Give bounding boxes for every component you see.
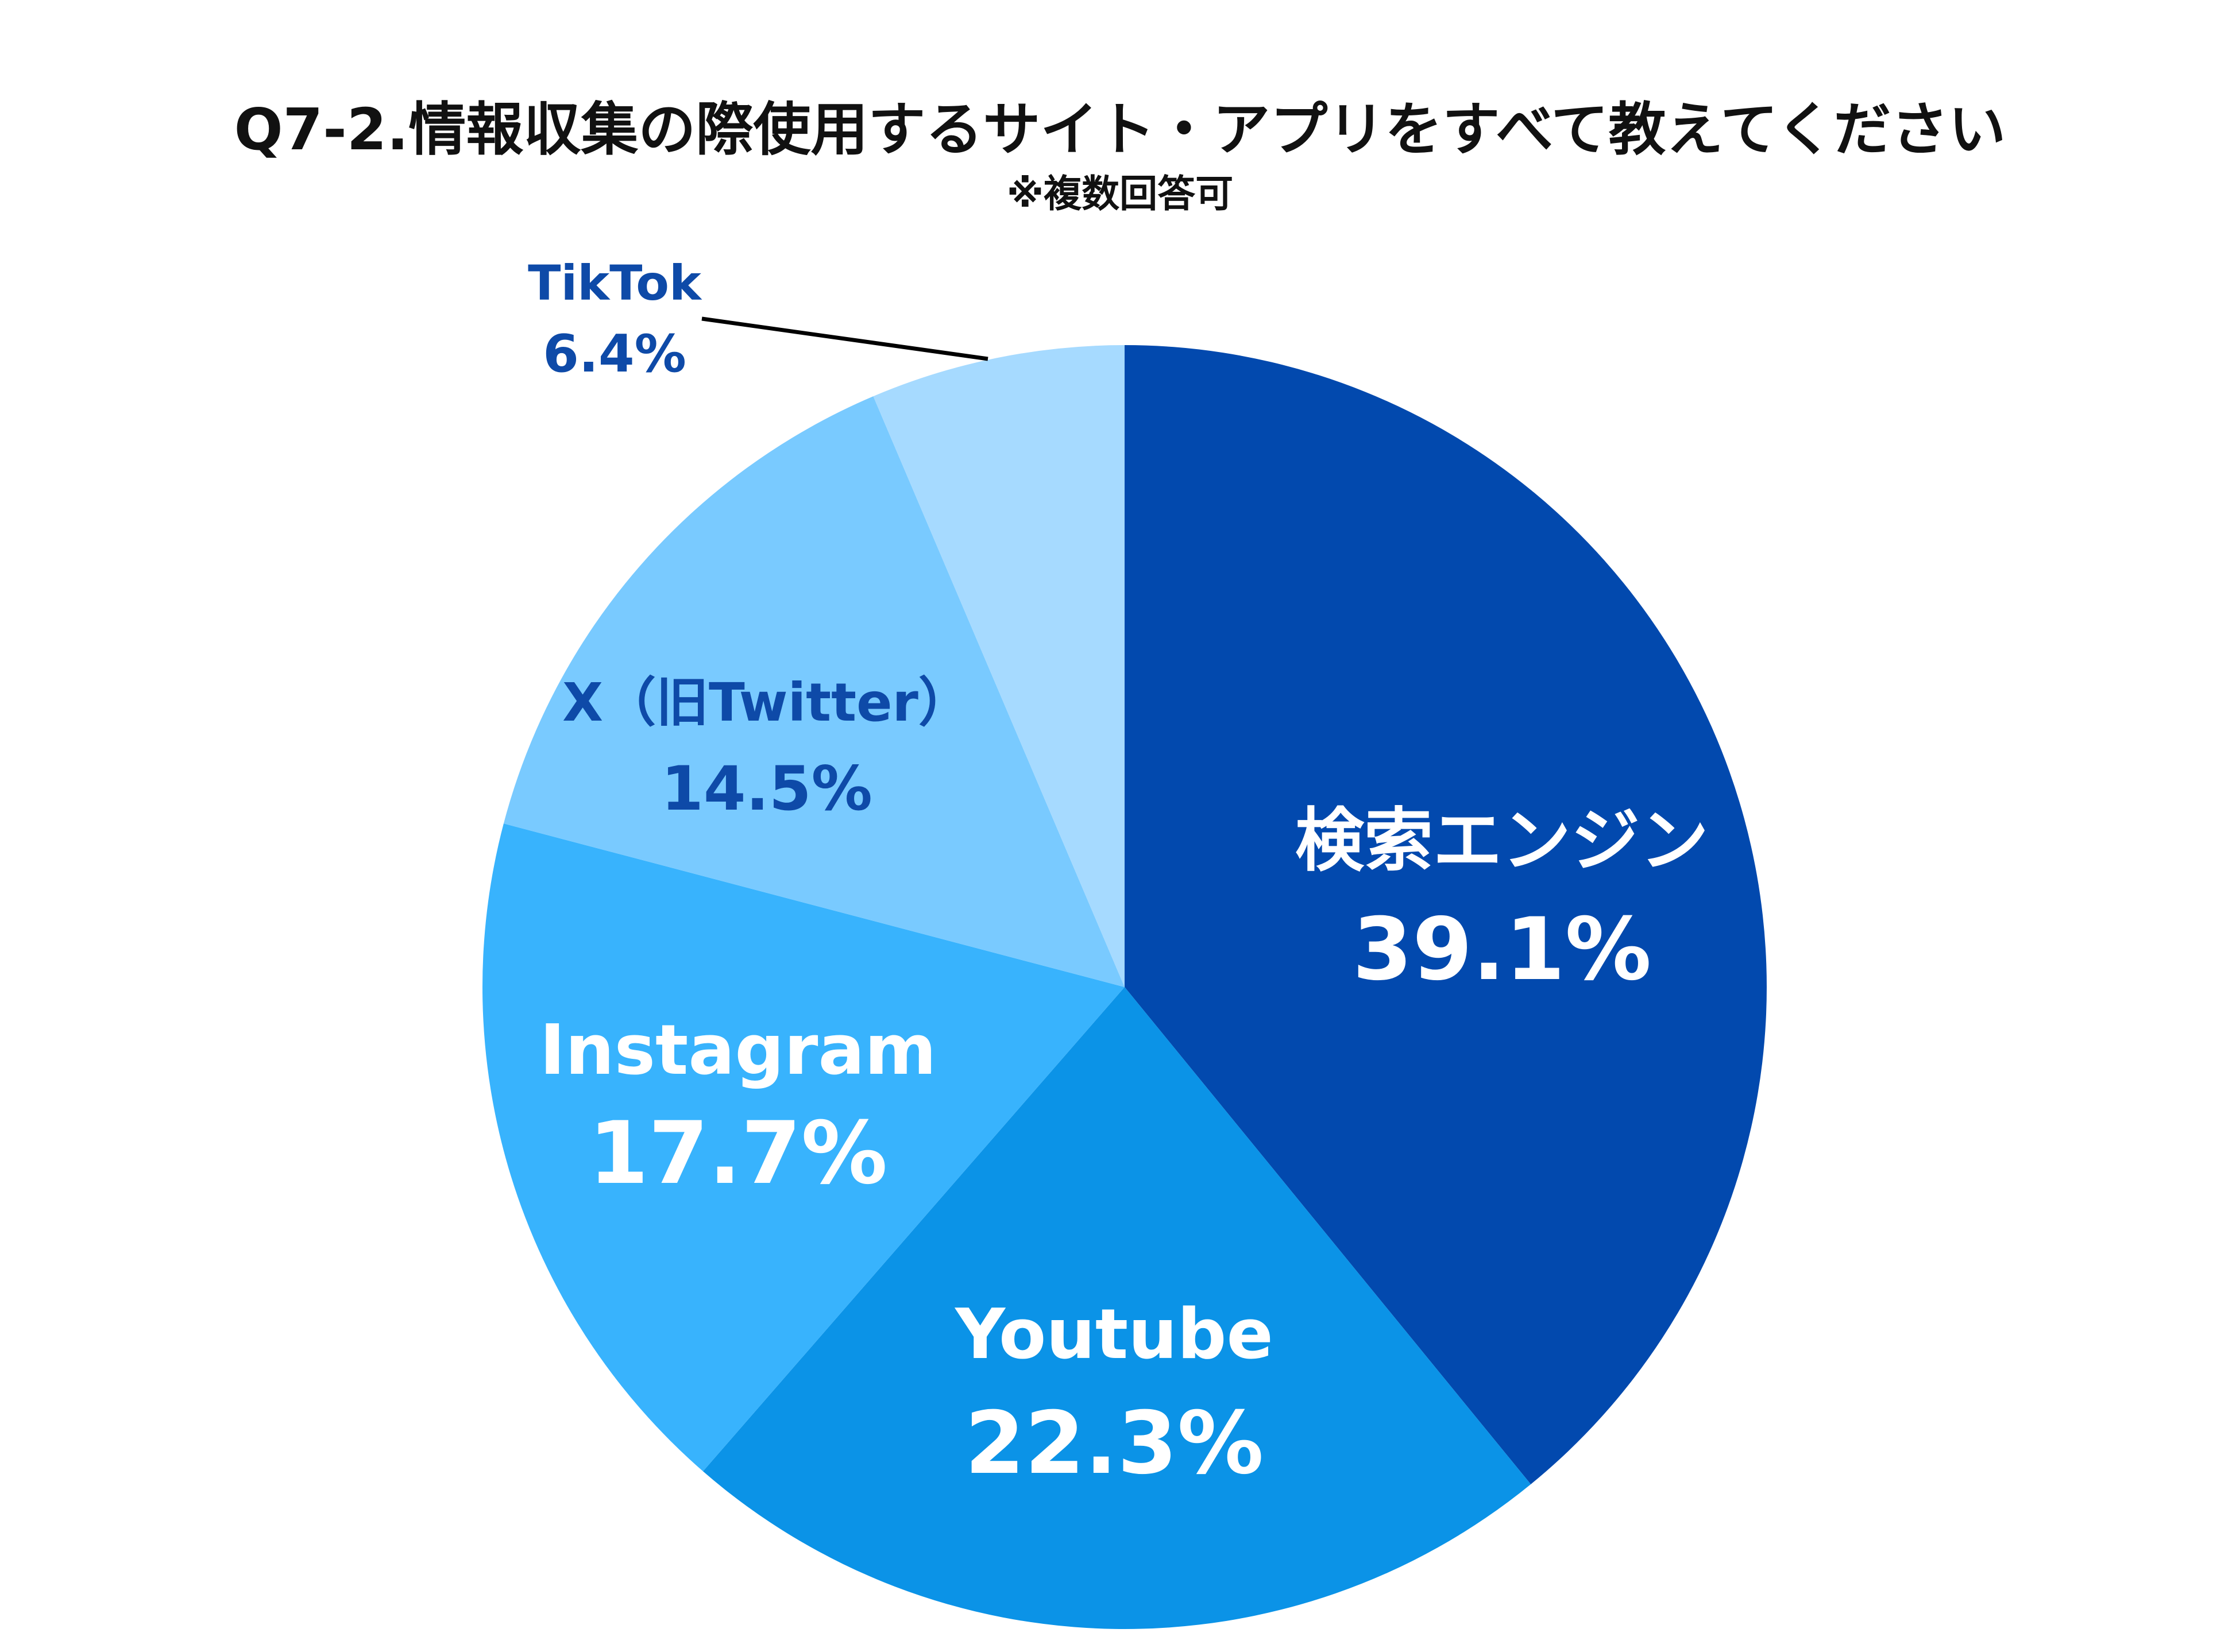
slice-label-x-twitter: X（旧Twitter） [562, 672, 971, 733]
chart-title: Q7-2.情報収集の際使用するサイト・アプリをすべて教えてください [234, 96, 2006, 163]
slice-value-search-engine: 39.1% [1353, 900, 1651, 1000]
chart-subtitle: ※複数回答可 [1007, 172, 1233, 216]
pie-slices [482, 345, 1767, 1629]
pie-slice-search-engine [1125, 345, 1767, 1484]
tiktok-leader-line [701, 316, 988, 361]
slice-labels: 検索エンジン 39.1% Youtube 22.3% Instagram 17.7% X（旧… [528, 255, 1709, 1494]
pie-slice-instagram [482, 823, 1125, 1472]
slice-label-instagram: Instagram [540, 1011, 937, 1090]
slice-label-tiktok: TikTok [528, 255, 702, 311]
pie-slice-youtube [702, 987, 1531, 1629]
slice-value-youtube: 22.3% [965, 1394, 1264, 1494]
pie-slice-tiktok [873, 345, 1125, 987]
slice-value-tiktok: 6.4% [543, 324, 686, 384]
slice-value-x-twitter: 14.5% [661, 753, 872, 824]
pie-slice-x-twitter [503, 396, 1125, 988]
slice-value-instagram: 17.7% [589, 1104, 887, 1204]
slice-label-youtube: Youtube [954, 1295, 1273, 1375]
slice-label-search-engine: 検索エンジン [1295, 801, 1709, 881]
